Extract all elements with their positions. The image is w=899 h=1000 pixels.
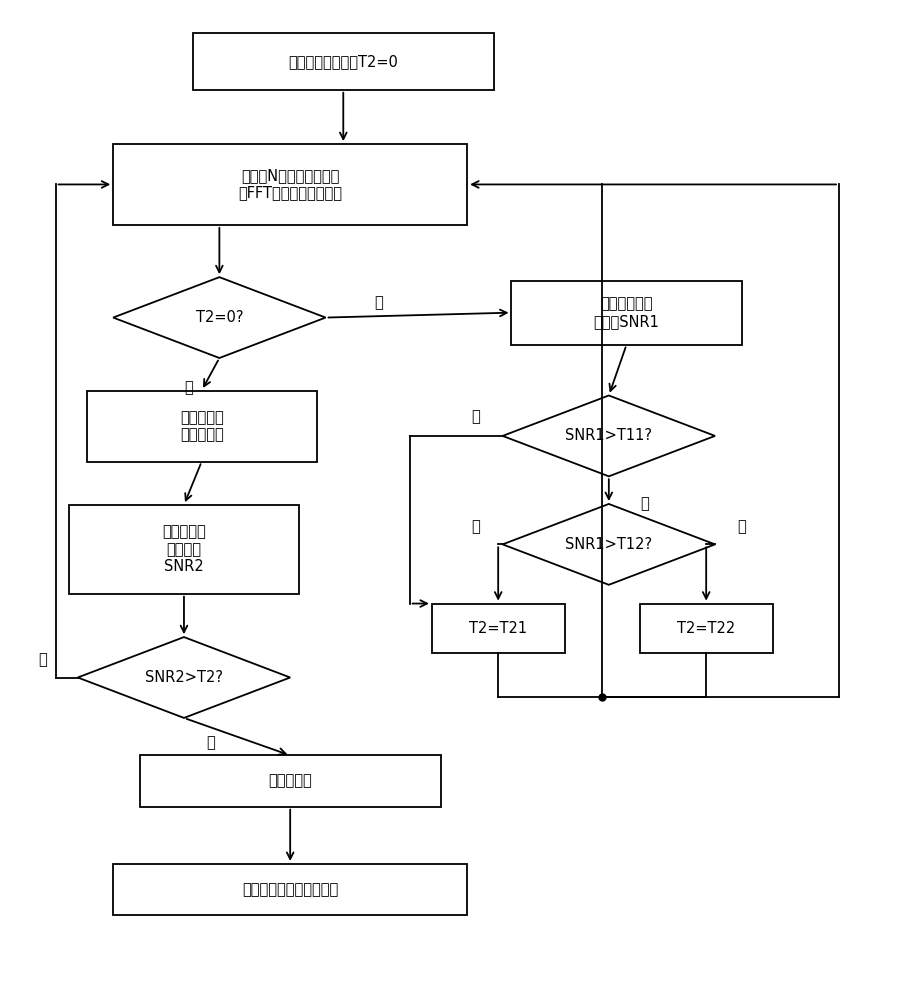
- Text: 是: 是: [472, 409, 480, 424]
- Text: T2=T21: T2=T21: [469, 621, 527, 636]
- Bar: [640, 604, 772, 653]
- Bar: [432, 604, 565, 653]
- Text: 计算输入信号
信噪比SNR1: 计算输入信号 信噪比SNR1: [593, 296, 660, 329]
- Polygon shape: [503, 504, 715, 585]
- Text: 对一帧N点的输入信号进
行FFT运算得到频域数据: 对一帧N点的输入信号进 行FFT运算得到频域数据: [238, 168, 343, 201]
- Text: 否: 否: [737, 519, 746, 534]
- Text: 否: 否: [184, 380, 192, 395]
- Text: T2=0?: T2=0?: [196, 310, 243, 325]
- Bar: [113, 864, 467, 915]
- Text: 改进的频域
非相关积累: 改进的频域 非相关积累: [180, 410, 224, 442]
- Text: 是: 是: [206, 735, 215, 750]
- Bar: [512, 281, 742, 345]
- Text: 是: 是: [472, 519, 480, 534]
- Text: SNR1>T12?: SNR1>T12?: [565, 537, 653, 552]
- Text: SNR1>T11?: SNR1>T11?: [565, 428, 653, 443]
- Text: 否: 否: [38, 652, 47, 667]
- Bar: [86, 391, 316, 462]
- Text: T2=T22: T2=T22: [677, 621, 735, 636]
- Text: 计算输出信
号信噪比
SNR2: 计算输出信 号信噪比 SNR2: [162, 524, 206, 574]
- Polygon shape: [113, 277, 325, 358]
- Text: SNR2>T2?: SNR2>T2?: [145, 670, 223, 685]
- Bar: [139, 755, 441, 807]
- Text: 初始化第二级门限T2=0: 初始化第二级门限T2=0: [289, 54, 398, 69]
- Text: 峰值检测，求得目标频点: 峰值检测，求得目标频点: [242, 882, 338, 897]
- Bar: [69, 505, 299, 594]
- Bar: [192, 33, 494, 90]
- Polygon shape: [503, 395, 715, 476]
- Polygon shape: [77, 637, 290, 718]
- Text: 否: 否: [640, 496, 648, 511]
- Bar: [113, 144, 467, 225]
- Text: 自相关运算: 自相关运算: [268, 774, 312, 789]
- Text: 是: 是: [374, 295, 383, 310]
